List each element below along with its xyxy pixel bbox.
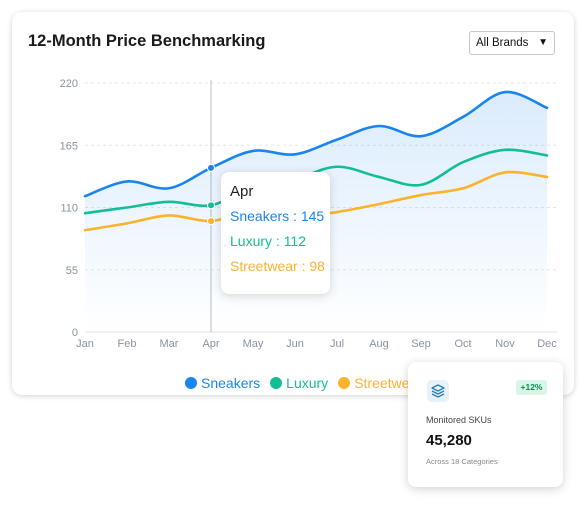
data-point-sneakers [377,124,381,128]
data-point-sneakers [167,186,171,190]
x-tick-label: Jul [330,338,344,350]
kpi-label: Monitored SKUs [426,415,492,425]
tooltip-row-sneakers: Sneakers : 145 [230,208,325,224]
brand-filter-select[interactable]: All Brands ▼ [469,31,555,55]
y-tick-label: 220 [60,78,78,90]
data-point-sneakers [419,134,423,138]
data-point-luxury [83,211,87,215]
series-line-sneakers [83,90,549,198]
legend-dot-icon [185,377,197,389]
legend-dot-icon [338,377,351,389]
legend-label: Streetwear [354,375,422,391]
hover-point-luxury [207,201,215,210]
growth-badge: +12% [516,380,547,395]
tooltip-row-streetwear: Streetwear : 98 [230,258,325,274]
brand-filter-value: All Brands [476,37,529,49]
hover-point-streetwear [207,217,215,226]
legend-item-luxury[interactable]: Luxury [270,375,328,391]
data-point-luxury [125,206,129,210]
data-point-luxury [545,153,549,157]
chart-tooltip: Apr Sneakers : 145 Luxury : 112 Streetwe… [221,172,330,294]
data-point-streetwear [545,175,549,179]
data-point-luxury [377,175,381,179]
monitored-skus-card: +12% Monitored SKUs 45,280 Across 18 Cat… [408,362,563,487]
data-point-sneakers [503,90,507,94]
x-tick-label: May [243,338,264,350]
x-tick-label: Mar [160,338,179,350]
kpi-subtext: Across 18 Categories [426,457,498,466]
kpi-value: 45,280 [426,432,472,449]
legend-dot-icon [270,377,283,389]
legend-label: Luxury [286,375,329,391]
hover-point-sneakers [207,163,215,172]
y-tick-label: 110 [60,203,78,215]
x-tick-label: Jun [286,338,304,350]
tooltip-row-luxury: Luxury : 112 [230,233,307,249]
data-point-streetwear [503,170,507,174]
data-point-luxury [503,148,507,152]
data-point-sneakers [251,149,255,153]
data-point-streetwear [125,221,129,225]
data-point-sneakers [335,138,339,142]
y-tick-label: 165 [60,140,78,152]
chevron-down-icon: ▼ [538,37,548,48]
data-point-streetwear [377,202,381,206]
data-point-sneakers [545,106,549,110]
stack-layers-icon [427,380,449,402]
data-point-streetwear [335,210,339,214]
tooltip-header: Apr [230,183,254,200]
legend-item-sneakers[interactable]: Sneakers [185,375,260,391]
data-point-sneakers [461,115,465,119]
chart-title: 12-Month Price Benchmarking [28,32,266,50]
chart-legend: Sneakers Luxury Streetwear [185,375,422,391]
data-point-streetwear [167,213,171,217]
data-point-sneakers [125,179,129,183]
legend-item-streetwear[interactable]: Streetwear [338,375,422,391]
data-point-sneakers [293,152,297,156]
x-tick-label: Jan [76,338,94,350]
x-tick-label: Oct [454,338,471,350]
series-line-luxury [83,148,549,215]
legend-label: Sneakers [201,375,261,391]
data-point-luxury [335,165,339,169]
data-point-luxury [461,160,465,164]
x-tick-label: Aug [369,338,389,350]
x-tick-label: Feb [118,338,137,350]
x-tick-label: Nov [495,338,515,350]
y-tick-label: 55 [66,265,78,277]
data-point-streetwear [419,193,423,197]
data-point-streetwear [461,186,465,190]
x-tick-label: Dec [537,338,557,350]
data-point-streetwear [83,228,87,232]
y-tick-label: 0 [72,327,78,339]
x-tick-label: Sep [411,338,431,350]
data-point-luxury [419,183,423,187]
x-tick-label: Apr [202,338,219,350]
data-point-sneakers [83,194,87,198]
data-point-luxury [167,200,171,204]
